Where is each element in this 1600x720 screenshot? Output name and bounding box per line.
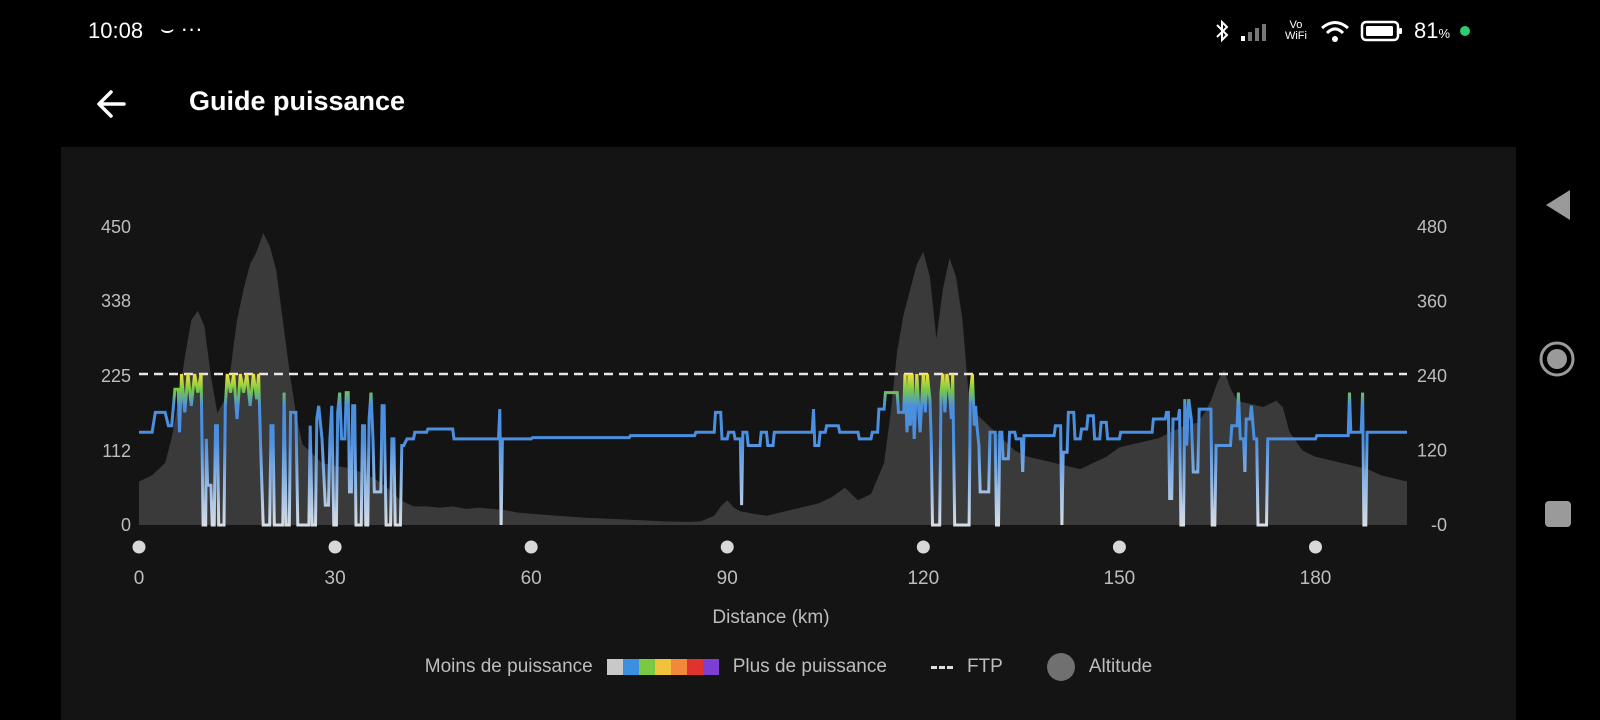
- bluetooth-icon: [1216, 19, 1229, 43]
- legend-ftp: FTP: [966, 656, 1003, 677]
- status-extra-icons: ⌣ ···: [160, 16, 203, 41]
- x-axis-label: Distance (km): [712, 607, 829, 628]
- y-left-tick-label: 338: [101, 291, 131, 311]
- legend-gradient-swatch-5: [686, 659, 703, 675]
- y-right-tick-label: -0: [1431, 515, 1447, 535]
- x-tick-dot: [1308, 540, 1322, 554]
- y-left-tick-label: 0: [121, 515, 131, 535]
- chart-legend: Moins de puissance Plus de puissance FTP…: [61, 647, 1516, 687]
- y-left-tick-label: 450: [101, 217, 131, 237]
- y-right-tick-label: 480: [1417, 217, 1447, 237]
- legend-gradient-swatch-6: [702, 659, 719, 675]
- privacy-dot: [1460, 26, 1470, 36]
- legend-altitude-swatch: [1046, 653, 1075, 681]
- battery-icon: [1360, 20, 1402, 42]
- y-right-tick-label: 360: [1417, 292, 1447, 312]
- page-title: Guide puissance: [189, 86, 406, 116]
- signal-icon: [1240, 24, 1266, 41]
- power-chart[interactable]: 0 112 225 338 450 -0 120 240 360 480 0 30 60 90 120 150…: [61, 147, 1516, 647]
- y-right-tick-label: 240: [1417, 366, 1447, 386]
- x-tick-label: 120: [907, 568, 939, 589]
- legend-gradient-swatch-3: [654, 659, 671, 675]
- status-time: 10:08: [88, 18, 144, 43]
- power-line: [139, 373, 1407, 527]
- altitude-area: [139, 233, 1407, 525]
- nav-home-icon[interactable]: [1538, 340, 1576, 378]
- vowifi-label: Vo WiFi: [1284, 19, 1307, 42]
- chart-panel: 0 112 225 338 450 -0 120 240 360 480 0 30 60 90 120 150…: [61, 147, 1516, 720]
- legend-altitude: Altitude: [1088, 656, 1153, 677]
- legend-gradient-swatch-0: [606, 659, 623, 675]
- app-header: Guide puissance: [0, 60, 1600, 144]
- x-tick-label: 180: [1300, 568, 1332, 589]
- x-tick-dot: [524, 540, 538, 554]
- x-tick-label: 0: [134, 568, 145, 589]
- battery-percent: 81%: [1413, 18, 1450, 43]
- nav-back-icon[interactable]: [1544, 188, 1572, 222]
- x-tick-dot: [720, 540, 734, 554]
- status-bar: 10:08 ⌣ ··· Vo WiFi 81%: [0, 0, 1600, 60]
- wifi-icon: [1320, 21, 1349, 42]
- legend-gradient-swatch-4: [670, 659, 687, 675]
- legend-gradient-swatch-2: [638, 659, 655, 675]
- x-tick-dot: [1112, 540, 1126, 554]
- status-right: Vo WiFi 81%: [1214, 14, 1470, 48]
- x-tick-dot: [916, 540, 930, 554]
- x-tick-label: 90: [717, 568, 738, 589]
- x-tick-label: 150: [1104, 568, 1136, 589]
- back-button[interactable]: [92, 84, 132, 124]
- nav-recents-icon[interactable]: [1544, 500, 1572, 528]
- legend-power-gradient: [606, 659, 719, 675]
- legend-more-power: Plus de puissance: [732, 656, 887, 677]
- system-nav-bar: [1516, 160, 1600, 580]
- y-left-tick-label: 112: [102, 441, 131, 461]
- x-tick-label: 30: [325, 568, 346, 589]
- x-tick-dot: [132, 540, 146, 554]
- y-left-tick-label: 225: [101, 366, 131, 386]
- x-tick-dot: [328, 540, 342, 554]
- x-tick-label: 60: [521, 568, 542, 589]
- arrow-left-icon: [97, 90, 126, 118]
- legend-ftp-swatch: [930, 665, 953, 669]
- y-right-tick-label: 120: [1417, 441, 1447, 461]
- legend-less-power: Moins de puissance: [424, 656, 593, 677]
- legend-gradient-swatch-1: [622, 659, 639, 675]
